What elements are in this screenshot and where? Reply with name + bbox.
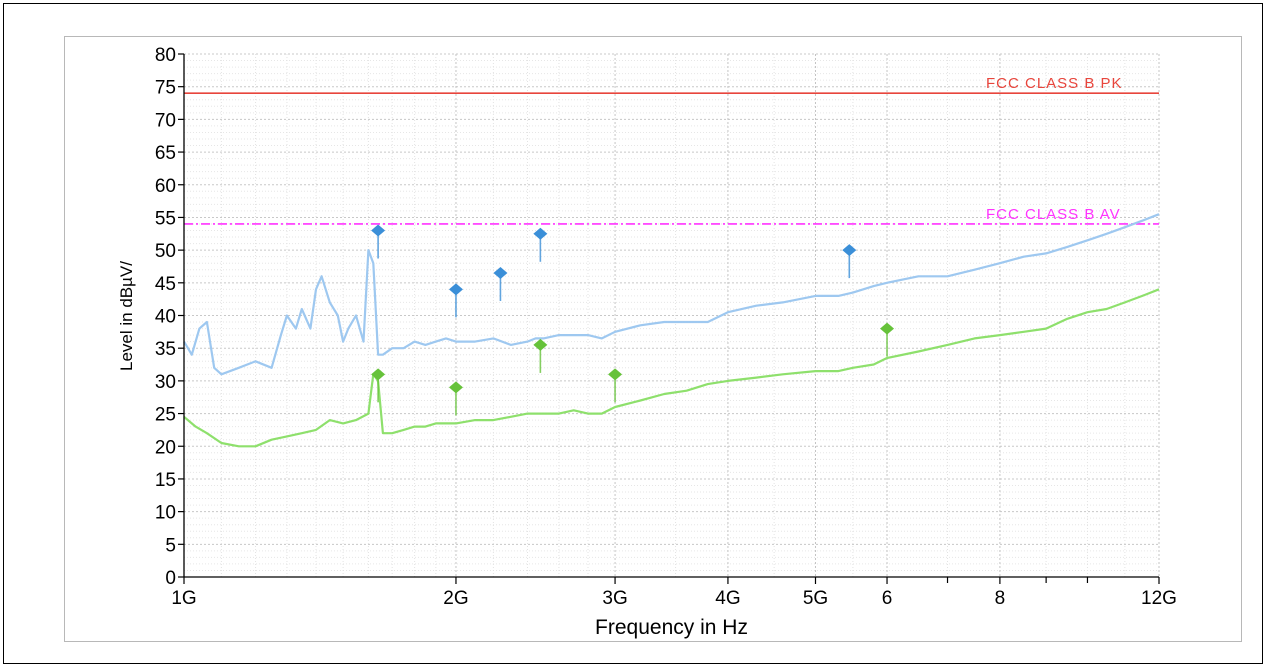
y-tick-label: 55 bbox=[155, 208, 176, 229]
y-tick-label: 25 bbox=[155, 405, 176, 426]
limit-label: FCC CLASS B PK bbox=[986, 75, 1123, 92]
peak-marker bbox=[493, 267, 508, 280]
series-lines bbox=[183, 213, 1160, 448]
peak-marker bbox=[533, 227, 548, 240]
series-line bbox=[183, 213, 1160, 376]
y-tick-label: 75 bbox=[155, 78, 176, 99]
peak-marker bbox=[880, 322, 895, 335]
grid bbox=[183, 53, 1160, 578]
emc-chart: FCC CLASS B PK FCC CLASS B AV 0 5 10 15 20 25 3… bbox=[117, 45, 1177, 639]
x-axis-title: Frequency in Hz bbox=[595, 616, 748, 639]
y-tick-label: 5 bbox=[165, 535, 176, 556]
series-line bbox=[183, 288, 1160, 448]
y-tick-label: 60 bbox=[155, 176, 176, 197]
y-tick-label: 80 bbox=[155, 45, 176, 66]
y-tick-label: 20 bbox=[155, 437, 176, 458]
y-tick-label: 45 bbox=[155, 274, 176, 295]
x-tick-label: 8 bbox=[995, 588, 1006, 609]
limit-lines: FCC CLASS B PK FCC CLASS B AV bbox=[184, 75, 1159, 225]
peak-marker bbox=[842, 244, 857, 257]
y-tick-label: 0 bbox=[165, 568, 176, 589]
chart-frame: FCC CLASS B PK FCC CLASS B AV 0 5 10 15 20 25 3… bbox=[3, 3, 1263, 664]
x-tick-label: 6 bbox=[882, 588, 893, 609]
x-tick-label: 2G bbox=[443, 588, 468, 609]
x-tick-label: 4G bbox=[715, 588, 740, 609]
x-tick-label: 5G bbox=[803, 588, 828, 609]
y-tick-label: 70 bbox=[155, 110, 176, 131]
y-axis-title: Level in dBµV/ bbox=[117, 261, 136, 371]
x-tick-label: 12G bbox=[1141, 588, 1177, 609]
x-tick-label: 3G bbox=[602, 588, 627, 609]
peak-marker bbox=[608, 368, 623, 381]
y-tick-label: 35 bbox=[155, 339, 176, 360]
axes: 0 5 10 15 20 25 30 35 40 45 50 55 60 65 70 75 80 1G 2G 3G 4G… bbox=[155, 45, 1177, 609]
y-tick-label: 50 bbox=[155, 241, 176, 262]
peak-marker bbox=[448, 283, 463, 296]
peak-marker bbox=[533, 338, 548, 351]
y-tick-label: 30 bbox=[155, 372, 176, 393]
y-tick-label: 40 bbox=[155, 307, 176, 328]
peak-marker bbox=[371, 368, 386, 381]
peak-marker bbox=[448, 381, 463, 394]
x-tick-label: 1G bbox=[171, 588, 196, 609]
limit-label: FCC CLASS B AV bbox=[986, 206, 1121, 223]
peak-marker bbox=[371, 224, 386, 237]
y-tick-label: 10 bbox=[155, 503, 176, 524]
y-tick-label: 15 bbox=[155, 470, 176, 491]
y-tick-label: 65 bbox=[155, 143, 176, 164]
